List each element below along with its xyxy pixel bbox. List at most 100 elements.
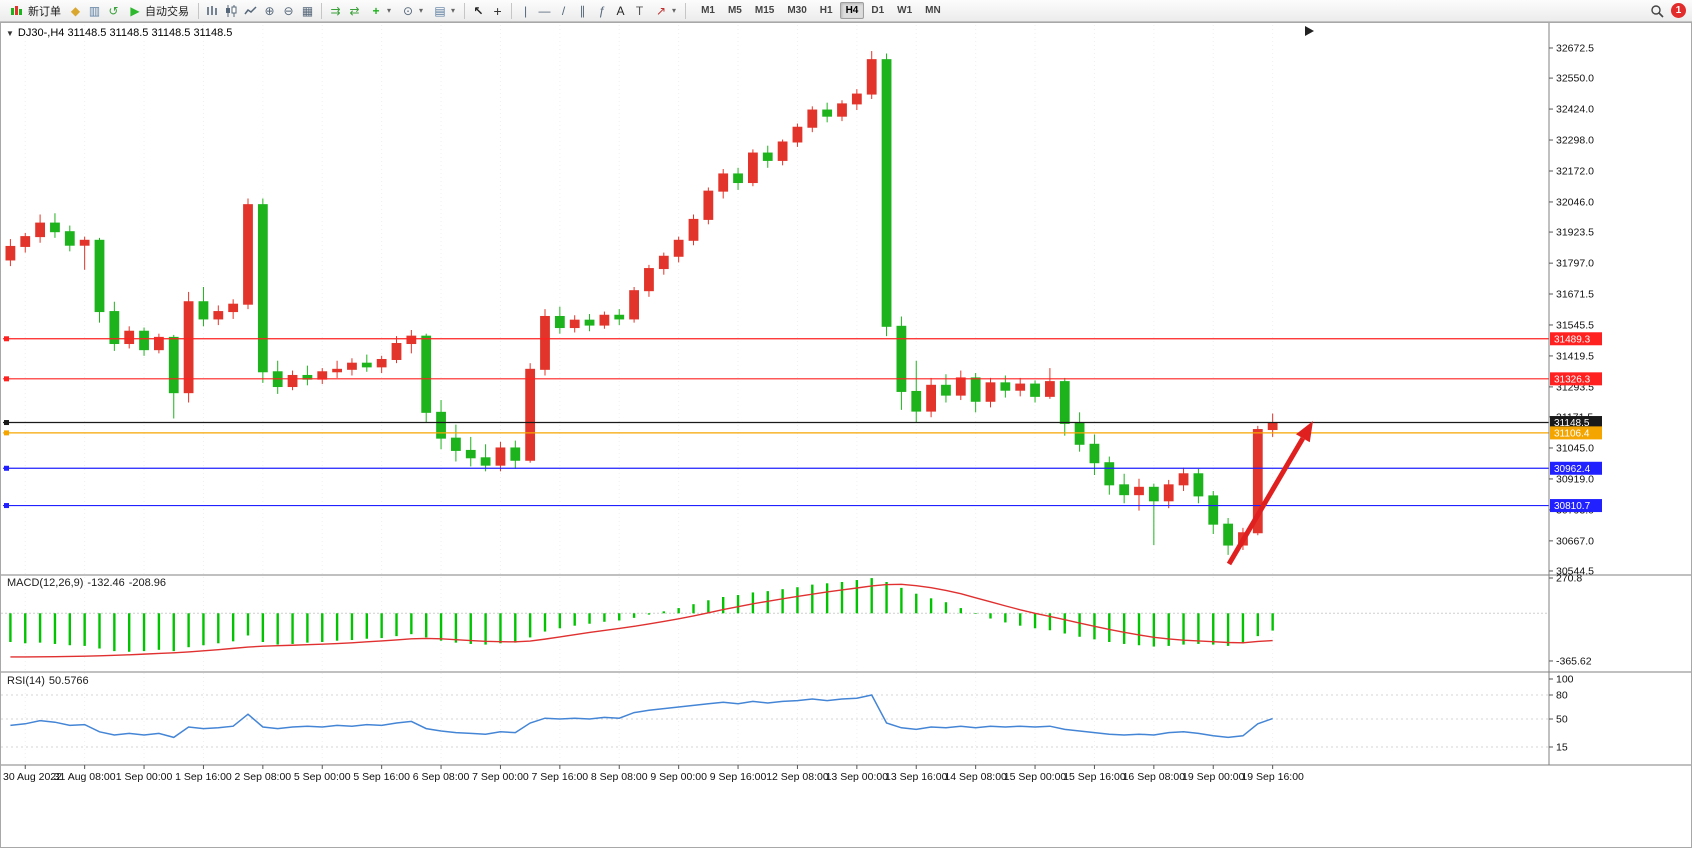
svg-text:13 Sep 00:00: 13 Sep 00:00 <box>826 771 889 783</box>
timeframe-button-d1[interactable]: D1 <box>871 5 885 16</box>
svg-text:7 Sep 00:00: 7 Sep 00:00 <box>472 771 529 783</box>
chart-shift-icon[interactable]: ⇄ <box>349 3 360 18</box>
chart-window[interactable]: ▼ DJ30-,H4 31148.5 31148.5 31148.5 31148… <box>0 22 1692 848</box>
svg-text:6 Sep 08:00: 6 Sep 08:00 <box>413 771 470 783</box>
macd-name: MACD(12,26,9) <box>7 577 84 589</box>
horizontal-line-icon[interactable]: — <box>538 3 551 18</box>
toolbar-separator <box>685 2 687 19</box>
text-icon[interactable]: A <box>616 3 625 18</box>
svg-text:50: 50 <box>1556 714 1568 726</box>
toolbar-right-group: 1 <box>1648 2 1688 19</box>
arrows-button[interactable]: ↗ ▾ <box>650 1 680 20</box>
chevron-down-icon: ▾ <box>451 6 456 15</box>
timeframe-button-w1[interactable]: W1 <box>897 5 913 16</box>
svg-text:31148.5: 31148.5 <box>1554 418 1590 429</box>
timeframe-button-m5[interactable]: M5 <box>727 5 742 16</box>
svg-text:1 Sep 00:00: 1 Sep 00:00 <box>116 771 173 783</box>
templates-button[interactable]: ▤ ▾ <box>429 1 459 20</box>
svg-text:30544.5: 30544.5 <box>1556 565 1594 577</box>
fibonacci-icon[interactable]: ƒ <box>598 3 605 18</box>
macd-indicator-label: MACD(12,26,9) -132.46 -208.96 <box>7 577 170 589</box>
candlestick-chart-icon[interactable] <box>223 2 240 19</box>
toolbar-separator <box>464 2 466 19</box>
svg-text:30 Aug 2022: 30 Aug 2022 <box>3 771 62 783</box>
svg-text:31 Aug 08:00: 31 Aug 08:00 <box>54 771 116 783</box>
svg-text:31797.0: 31797.0 <box>1556 258 1594 270</box>
metaeditor-icon[interactable]: ◆ <box>70 3 81 18</box>
tile-windows-icon[interactable]: ▦ <box>301 3 314 18</box>
rsi-name: RSI(14) <box>7 675 45 687</box>
svg-text:19 Sep 00:00: 19 Sep 00:00 <box>1182 771 1245 783</box>
timeframe-button-m30[interactable]: M30 <box>787 5 807 16</box>
timeframe-button-mn[interactable]: MN <box>925 5 941 16</box>
svg-text:32046.0: 32046.0 <box>1556 196 1594 208</box>
template-icon: ▤ <box>434 3 446 18</box>
data-window-icon[interactable]: ▥ <box>88 3 101 18</box>
main-chart-svg[interactable]: 32672.5 32550.0 32424.0 32298.0 32172.0 32046… <box>1 23 1691 847</box>
bar-chart-icon[interactable] <box>204 2 221 19</box>
symbol-dropdown-arrow[interactable]: ▼ <box>6 28 14 38</box>
svg-text:14 Sep 08:00: 14 Sep 08:00 <box>944 771 1007 783</box>
chart-ohlc-readout: DJ30-,H4 31148.5 31148.5 31148.5 31148.5 <box>17 27 233 39</box>
chevron-down-icon: ▾ <box>419 6 424 15</box>
vertical-line-icon[interactable]: | <box>523 3 528 18</box>
svg-text:13 Sep 16:00: 13 Sep 16:00 <box>885 771 948 783</box>
svg-text:15 Sep 16:00: 15 Sep 16:00 <box>1063 771 1126 783</box>
auto-trading-label: 自动交易 <box>145 5 189 18</box>
svg-text:80: 80 <box>1556 690 1568 702</box>
auto-trading-icon: ▶ <box>130 3 140 18</box>
auto-trading-button[interactable]: ▶ 自动交易 <box>124 1 193 20</box>
chevron-down-icon: ▾ <box>387 6 392 15</box>
svg-text:31489.3: 31489.3 <box>1554 334 1591 345</box>
timeframe-button-h4[interactable]: H4 <box>839 2 865 19</box>
timeframe-button-h1[interactable]: H1 <box>819 5 833 16</box>
svg-text:15: 15 <box>1556 742 1568 754</box>
refresh-icon[interactable]: ↺ <box>108 3 119 18</box>
timeframe-button-m1[interactable]: M1 <box>701 5 715 16</box>
toolbar-separator <box>511 2 513 19</box>
trendline-icon[interactable]: / <box>561 3 566 18</box>
channel-icon[interactable]: ∥ <box>579 3 586 18</box>
indicators-button[interactable]: + ▾ <box>365 1 395 20</box>
auto-scroll-icon[interactable]: ⇉ <box>330 3 341 18</box>
svg-text:16 Sep 08:00: 16 Sep 08:00 <box>1123 771 1186 783</box>
svg-text:12 Sep 08:00: 12 Sep 08:00 <box>766 771 829 783</box>
svg-text:31545.5: 31545.5 <box>1556 319 1594 331</box>
svg-text:31045.0: 31045.0 <box>1556 442 1594 454</box>
text-label-icon[interactable]: T <box>635 3 644 18</box>
svg-text:30667.0: 30667.0 <box>1556 535 1594 547</box>
svg-text:31106.4: 31106.4 <box>1554 428 1590 439</box>
svg-text:32298.0: 32298.0 <box>1556 135 1594 147</box>
notification-badge[interactable]: 1 <box>1671 3 1686 18</box>
arrow-shape-icon: ↗ <box>656 3 667 18</box>
svg-text:32672.5: 32672.5 <box>1556 42 1594 54</box>
svg-text:30810.7: 30810.7 <box>1554 501 1591 512</box>
svg-text:31671.5: 31671.5 <box>1556 288 1594 300</box>
svg-text:2 Sep 08:00: 2 Sep 08:00 <box>235 771 292 783</box>
timeframe-button-m15[interactable]: M15 <box>754 5 775 16</box>
svg-text:8 Sep 08:00: 8 Sep 08:00 <box>591 771 648 783</box>
svg-text:32550.0: 32550.0 <box>1556 73 1594 85</box>
macd-main-value: -132.46 <box>87 577 125 589</box>
toolbar-separator <box>198 2 199 19</box>
svg-text:1 Sep 16:00: 1 Sep 16:00 <box>175 771 232 783</box>
svg-text:32424.0: 32424.0 <box>1556 104 1594 116</box>
rsi-indicator-label: RSI(14) 50.5766 <box>7 675 93 687</box>
svg-text:7 Sep 16:00: 7 Sep 16:00 <box>532 771 589 783</box>
svg-text:31923.5: 31923.5 <box>1556 227 1594 239</box>
zoom-in-icon[interactable]: ⊕ <box>264 3 275 18</box>
new-order-label: 新订单 <box>28 5 61 18</box>
svg-text:19 Sep 16:00: 19 Sep 16:00 <box>1241 771 1304 783</box>
add-indicator-icon: + <box>372 3 380 18</box>
clock-icon: ⊙ <box>402 3 414 18</box>
chevron-down-icon: ▾ <box>672 6 677 15</box>
zoom-out-icon[interactable]: ⊖ <box>283 3 294 18</box>
svg-text:100: 100 <box>1556 674 1574 686</box>
svg-text:31419.5: 31419.5 <box>1556 350 1594 362</box>
line-chart-icon[interactable] <box>242 2 259 19</box>
periods-button[interactable]: ⊙ ▾ <box>397 1 427 20</box>
cursor-icon[interactable]: ↖ <box>473 3 484 18</box>
search-icon[interactable] <box>1648 2 1665 19</box>
new-order-button[interactable]: 新订单 <box>4 1 65 20</box>
crosshair-icon[interactable]: + <box>493 2 502 19</box>
